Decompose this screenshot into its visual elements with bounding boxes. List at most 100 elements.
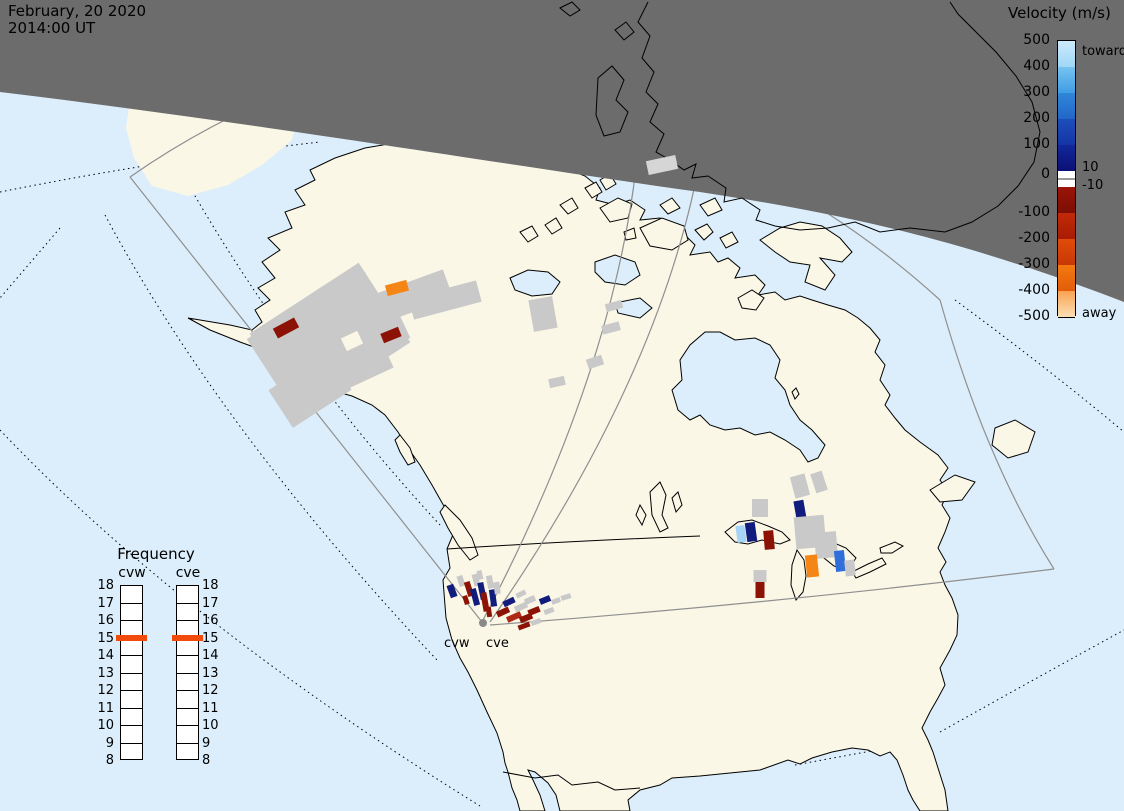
frequency-bar-divider	[177, 742, 198, 744]
frequency-bar-divider	[177, 725, 198, 726]
data-cell	[530, 617, 542, 627]
data-cell	[744, 521, 758, 543]
velocity-tick-label: -400	[1018, 282, 1050, 298]
data-cell	[505, 611, 523, 623]
arctic-archipelago	[519, 173, 853, 311]
toward-label: toward	[1082, 44, 1124, 59]
frequency-tick-label: 10	[202, 718, 219, 733]
velocity-color-segment	[1058, 41, 1075, 68]
freq-column-label-cvw: cvw	[118, 565, 146, 581]
velocity-tick-label: -200	[1018, 230, 1050, 246]
data-cell	[604, 299, 624, 313]
data-cell	[495, 606, 511, 618]
velocity-color-segment	[1058, 119, 1075, 146]
data-cell	[523, 595, 537, 605]
data-cell	[513, 601, 529, 613]
frequency-tick-label: 9	[202, 735, 211, 751]
data-cell	[272, 317, 300, 339]
velocity-tick-label: 100	[1023, 136, 1050, 152]
data-cell	[485, 575, 495, 589]
frequency-tick-label: 17	[202, 595, 219, 611]
data-cell	[789, 473, 811, 499]
frequency-tick-label: 18	[97, 578, 114, 593]
velocity-tick-label: 0	[1041, 166, 1050, 182]
site-label-cve: cve	[486, 636, 509, 651]
hudson-bay-islet	[791, 387, 800, 400]
frequency-tick-label: 11	[97, 700, 114, 716]
frequency-bar-divider	[121, 602, 142, 604]
data-cell	[456, 574, 466, 588]
data-cell	[813, 531, 839, 559]
data-cell	[550, 597, 562, 605]
data-cell	[753, 570, 767, 582]
radar-site-dot	[479, 619, 487, 627]
data-cell	[380, 326, 402, 344]
data-cell	[752, 499, 768, 517]
frequency-tick-label: 9	[105, 735, 114, 751]
data-cell	[645, 155, 679, 175]
data-cell	[735, 524, 747, 544]
data-cell	[810, 470, 828, 494]
frequency-bar-divider	[121, 672, 142, 674]
data-cell	[543, 606, 555, 616]
data-cell	[601, 321, 621, 335]
frequency-tick-label: 17	[97, 595, 114, 611]
velocity-tick-label: -100	[1018, 204, 1050, 220]
night-side-coastlines	[559, 1, 1041, 233]
velocity-tick-label: -500	[1018, 308, 1050, 324]
freq-column-label-cve: cve	[175, 565, 201, 581]
frequency-panel: Frequency cvw cve 18 17 16 15 14 13 12 11 10 9 8 18…	[88, 545, 238, 777]
data-cell	[476, 570, 484, 580]
scatter-patch-hole	[340, 330, 364, 352]
border-lines	[446, 535, 701, 791]
frequency-bar-divider	[121, 620, 142, 621]
data-cell	[548, 375, 566, 389]
data-cell	[446, 583, 458, 599]
frequency-tick-label: 13	[202, 665, 219, 681]
velocity-tick-label: 500	[1023, 32, 1050, 48]
frequency-bar-cvw	[120, 585, 143, 760]
frequency-tick-label: 10	[97, 718, 114, 733]
velocity-color-segment	[1058, 239, 1075, 266]
frequency-tick-label: 15	[202, 630, 219, 646]
night-terminator	[0, 0, 1124, 302]
velocity-colorbar	[1057, 40, 1076, 318]
data-cell	[527, 605, 541, 617]
ground-scatter-patch	[246, 314, 318, 390]
frequency-bar-divider	[177, 655, 198, 656]
site-label-cvw: cvw	[444, 636, 470, 651]
data-cell	[560, 593, 572, 601]
frequency-bar-divider	[121, 742, 142, 744]
data-cell	[528, 296, 558, 332]
frequency-marker	[116, 634, 147, 641]
data-cell	[485, 606, 493, 618]
velocity-legend-title: Velocity (m/s)	[1008, 4, 1111, 22]
data-cell	[517, 621, 531, 631]
data-cell	[502, 596, 516, 608]
velocity-tick-label: -300	[1018, 256, 1050, 272]
great-lakes	[635, 481, 905, 601]
pacific-islands	[394, 434, 479, 561]
data-cell	[538, 595, 552, 605]
velocity-tick-label: 400	[1023, 58, 1050, 74]
velocity-legend: Velocity (m/s) 500 400 300 200 100 0 -100 -200 -…	[1000, 4, 1124, 336]
frequency-panel-title: Frequency	[117, 545, 195, 563]
velocity-color-segment	[1058, 187, 1075, 214]
data-cell	[493, 581, 501, 595]
frequency-tick-label: 12	[202, 683, 219, 698]
frequency-bar-divider	[121, 655, 142, 656]
pos10-label: 10	[1082, 160, 1099, 175]
frequency-bar-divider	[177, 602, 198, 604]
frequency-tick-label: 16	[202, 613, 219, 628]
frequency-tick-label: 18	[202, 578, 219, 593]
ground-scatter-patch	[310, 271, 380, 329]
data-cell	[462, 594, 470, 606]
data-cell	[585, 354, 605, 370]
data-cell	[804, 554, 820, 578]
frequency-tick-label: 14	[202, 648, 219, 663]
frequency-tick-label: 15	[97, 630, 114, 646]
frequency-tick-label: 11	[202, 700, 219, 716]
ground-scatter-patch	[408, 280, 482, 320]
velocity-color-segment	[1058, 67, 1075, 94]
velocity-zero-band	[1058, 171, 1075, 188]
